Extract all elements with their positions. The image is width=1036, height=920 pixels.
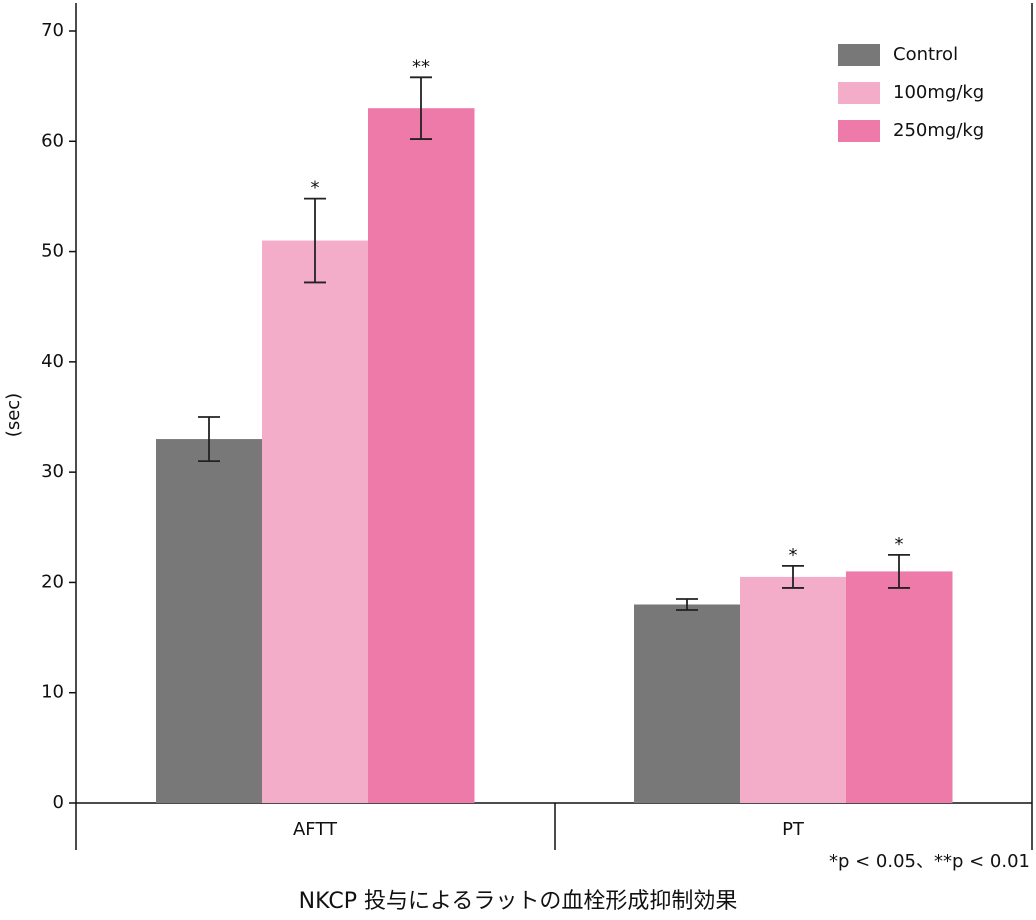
significance-mark: * xyxy=(789,545,798,566)
error-bar xyxy=(304,197,326,284)
legend-swatch xyxy=(838,82,880,104)
error-bar xyxy=(676,598,698,611)
y-tick-label: 0 xyxy=(53,792,64,813)
legend-swatch xyxy=(838,120,880,142)
error-bar xyxy=(888,553,910,589)
legend-label: 250mg/kg xyxy=(893,120,984,141)
x-tick-label: PT xyxy=(782,819,805,840)
y-tick-label: 70 xyxy=(41,20,64,41)
caption: NKCP 投与によるラットの血栓形成抑制効果 xyxy=(299,889,738,914)
y-tick-label: 20 xyxy=(41,571,64,592)
footnote: *p < 0.05、**p < 0.01 xyxy=(829,851,1030,872)
significance-mark: ** xyxy=(412,56,430,77)
error-bar xyxy=(198,416,220,463)
y-tick-label: 40 xyxy=(41,351,64,372)
y-axis-label: (sec) xyxy=(3,393,24,437)
error-bar xyxy=(782,564,804,589)
y-tick-label: 10 xyxy=(41,682,64,703)
bar xyxy=(262,240,369,804)
significance-mark: * xyxy=(311,178,320,199)
legend-swatch xyxy=(838,44,880,66)
legend-label: 100mg/kg xyxy=(893,82,984,103)
bar xyxy=(846,571,953,803)
legend-label: Control xyxy=(893,44,958,65)
significance-mark: * xyxy=(895,534,904,555)
x-tick-label: AFTT xyxy=(293,819,338,840)
y-tick-label: 50 xyxy=(41,241,64,262)
bar xyxy=(740,576,847,803)
bar xyxy=(156,439,263,803)
error-bar xyxy=(410,76,432,140)
y-tick-label: 30 xyxy=(41,461,64,482)
bar xyxy=(634,604,741,803)
bar xyxy=(368,108,475,803)
y-tick-label: 60 xyxy=(41,130,64,151)
